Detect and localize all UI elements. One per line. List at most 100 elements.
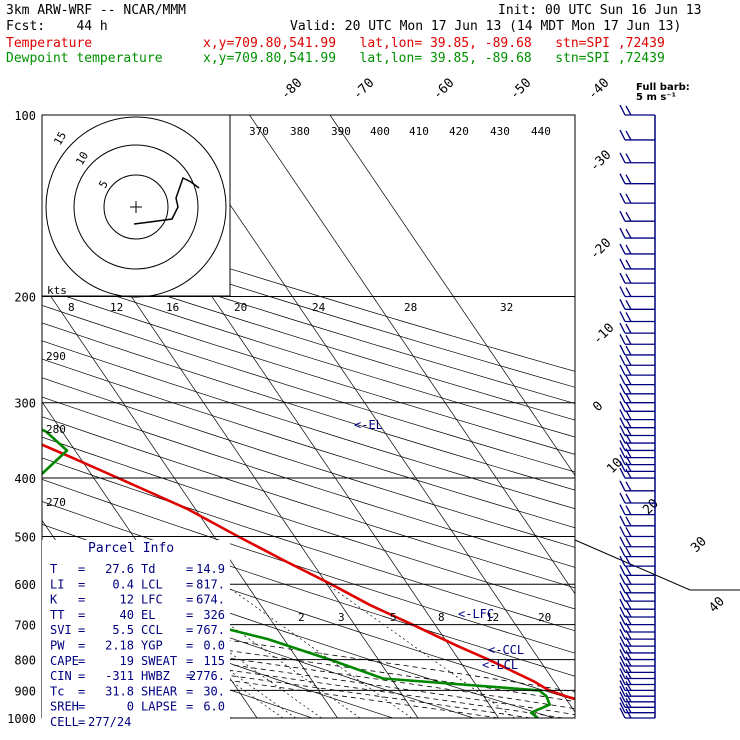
parcel-field-eq: =: [78, 562, 85, 576]
wind-barb-flag: [625, 410, 632, 420]
parcel-field-name: EL: [141, 608, 155, 622]
moist-adiabat-line: [42, 631, 575, 710]
wind-barb-flag: [619, 573, 626, 585]
wind-barb-flag: [625, 462, 632, 472]
wind-barb-flag: [619, 210, 626, 222]
parcel-field-value: 14.9: [196, 562, 225, 576]
wind-barb-flag: [619, 674, 626, 685]
dry-adiabat-line: [42, 457, 575, 632]
parcel-field-value: 674.: [196, 593, 225, 607]
parcel-field-value: 277/24: [88, 715, 131, 729]
isotherm-label: -30: [587, 148, 614, 175]
isotherm-label: -40: [585, 76, 612, 103]
wind-barb-flag: [619, 322, 626, 334]
wind-barb-flag: [619, 668, 626, 679]
wind-barb-flag: [625, 174, 632, 185]
wind-barb-legend: Full barb: 5 m s⁻¹: [636, 83, 690, 103]
parcel-field-eq: =: [186, 639, 193, 653]
pressure-tick-label: 500: [14, 530, 36, 544]
wind-barb-flag: [625, 448, 632, 458]
wind-barb-flag: [625, 384, 632, 395]
wind-barb-flag: [619, 374, 626, 385]
level-annotation: <-LFC: [458, 607, 494, 621]
wind-barb-flag: [619, 526, 626, 537]
parcel-field-eq: =: [186, 593, 193, 607]
wind-barb-flag: [619, 628, 626, 640]
wind-barb-flag: [625, 426, 632, 436]
wind-barb-flag: [619, 515, 626, 527]
wind-barb-flag: [619, 425, 626, 436]
mixing-ratio-label: 28: [404, 301, 417, 314]
parcel-field-name: YGP: [141, 639, 163, 653]
moist-adiabat-line: [42, 612, 575, 693]
wind-barb-flag: [625, 401, 632, 412]
init-time: Init: 00 UTC Sun 16 Jun 13: [498, 3, 702, 18]
wind-barb-flag: [619, 440, 626, 451]
parcel-field-value: 6.0: [203, 700, 225, 714]
forecast-hour: Fcst: 44 h: [6, 19, 108, 34]
wind-barb-legend-value: 5 m s⁻¹: [636, 92, 676, 103]
parcel-field-eq: =: [78, 715, 85, 729]
parcel-field-value: 31.8: [105, 684, 134, 698]
parcel-field-eq: =: [186, 669, 193, 683]
wind-barb-flag: [619, 364, 626, 376]
wind-barb-flag: [625, 636, 632, 647]
wind-barb-flag: [619, 680, 626, 691]
parcel-field-name: HWBZ: [141, 669, 170, 683]
parcel-field-eq: =: [78, 593, 85, 607]
wind-barb-flag: [619, 401, 626, 412]
wind-barb-flag: [625, 607, 632, 618]
parcel-field-eq: =: [186, 684, 193, 698]
wind-barb-flag: [625, 650, 632, 660]
isotherm-line: [0, 115, 16, 718]
wind-barb-flag: [619, 286, 626, 297]
wind-barb-flag: [625, 481, 632, 492]
side-axis-line: [574, 539, 740, 591]
parcel-field-value: 30.: [203, 684, 225, 698]
wind-barb-flag: [625, 566, 632, 576]
parcel-field-name: Tc: [50, 684, 64, 698]
wind-barb-flag: [619, 272, 626, 284]
wind-barb-flag: [619, 432, 626, 444]
wind-barb-flag: [625, 130, 632, 141]
wind-barb-flag: [619, 173, 626, 184]
parcel-field-name: CELL: [50, 715, 79, 729]
wind-barb-flag: [619, 590, 626, 602]
moist-adiabat-line: [42, 643, 563, 718]
wind-barb-flag: [625, 345, 632, 356]
wind-barb-flag: [619, 546, 626, 557]
wind-barb-flag: [619, 480, 626, 492]
wind-barb-flag: [625, 556, 632, 567]
parcel-field-value: 5.5: [112, 623, 134, 637]
wind-barb-flag: [619, 258, 626, 270]
parcel-field-eq: =: [78, 639, 85, 653]
dry-adiabat-label: 390: [331, 125, 351, 138]
wind-barb-flag: [625, 468, 632, 479]
parcel-field-eq: =: [78, 577, 85, 591]
dry-adiabat-label: 410: [409, 125, 429, 138]
wind-barb-flag: [619, 655, 626, 667]
dry-adiabat-line: [42, 340, 575, 510]
dry-adiabat-label: 280: [46, 423, 66, 436]
wind-barb-flag: [625, 312, 632, 322]
wind-barb-flag: [625, 622, 632, 633]
parcel-field-name: LFC: [141, 593, 163, 607]
wind-barb-flag: [625, 299, 632, 310]
temperature-profile-line: [42, 443, 575, 701]
wind-barb-flag: [625, 669, 632, 679]
wind-barb-flag: [625, 355, 632, 366]
wind-barb-flag: [625, 708, 632, 719]
parcel-field-name: SREH: [50, 700, 79, 714]
pressure-tick-label: 700: [14, 619, 36, 633]
parcel-field-name: SHEAR: [141, 684, 178, 698]
wind-barb-flag: [625, 441, 632, 451]
wind-barb-flag: [619, 333, 626, 345]
wind-barb-flag: [619, 504, 626, 515]
wind-barb-flag: [619, 383, 626, 395]
mixing-ratio-label: 12: [486, 611, 499, 624]
parcel-field-value: 2776.: [189, 669, 225, 683]
isotherm-label: -10: [590, 321, 617, 348]
mixing-ratio-label: 20: [234, 301, 247, 314]
